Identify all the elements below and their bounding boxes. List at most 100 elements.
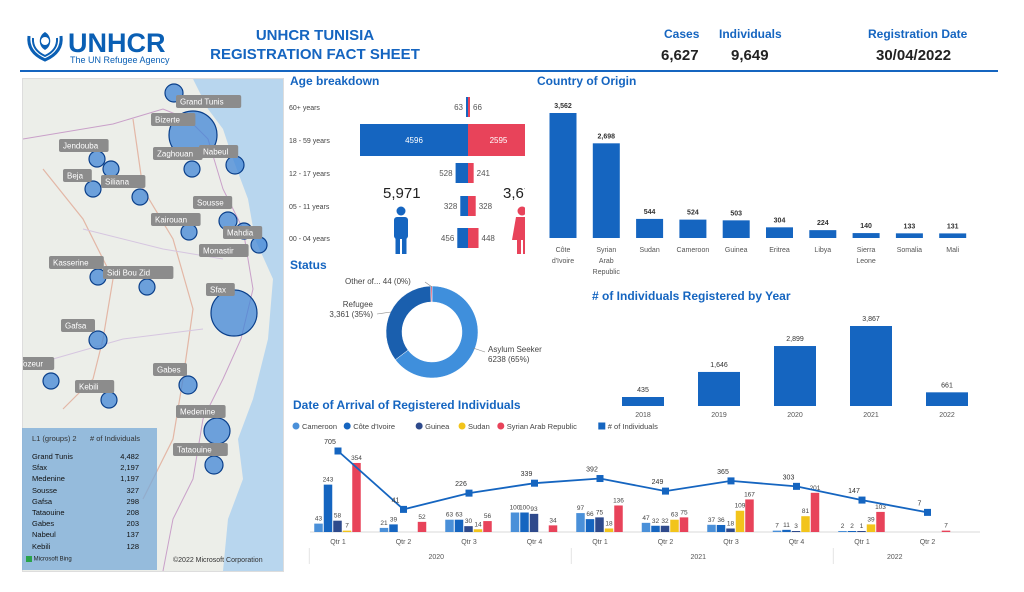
year-bar-0 bbox=[622, 397, 664, 406]
map-label-15: Tozeur bbox=[23, 360, 43, 369]
arrival-bar-value-7-4: 201 bbox=[810, 485, 821, 492]
coo-category-0-0: Côte bbox=[556, 247, 571, 254]
arrival-bar-value-1-0: 21 bbox=[380, 520, 388, 527]
age-male-value-2: 528 bbox=[439, 169, 453, 178]
cases-value: 6,627 bbox=[661, 47, 699, 64]
map-bubble-15 bbox=[42, 372, 60, 390]
coo-category-5-0: Eritrea bbox=[769, 247, 790, 254]
tunisia-map[interactable]: Grand Tunis Bizerte Jendouba Zaghouan Nabeul… bbox=[22, 78, 284, 572]
map-label-bg-7 bbox=[193, 196, 233, 209]
arrival-line-value-3: 339 bbox=[521, 471, 533, 478]
arrival-bar-value-8-1: 2 bbox=[850, 523, 854, 530]
arrival-category-1: Qtr 2 bbox=[396, 539, 412, 546]
table-cell-value: 4,482 bbox=[120, 452, 139, 461]
arrival-category-0: Qtr 1 bbox=[330, 539, 346, 546]
coo-bar-7 bbox=[852, 233, 880, 238]
country-of-origin-chart[interactable]: 3,562 Côte d'Ivoire 2,698 Syrian Arab Republic… bbox=[530, 90, 1000, 285]
arrival-bar-value-0-4: 354 bbox=[351, 455, 362, 462]
coo-category-7-1: Leone bbox=[856, 258, 876, 265]
coo-bar-1 bbox=[592, 143, 620, 238]
year-value-2: 2,899 bbox=[786, 336, 804, 343]
arrival-bar-8-1 bbox=[847, 531, 857, 532]
age-breakdown-chart[interactable]: 60+ years 63 66 18 - 59 years 4596 2595 12 - 1… bbox=[285, 90, 525, 260]
arrival-bar-7-2 bbox=[791, 531, 801, 532]
age-breakdown-title: Age breakdown bbox=[290, 74, 380, 88]
arrival-bar-value-8-0: 2 bbox=[841, 523, 845, 530]
individuals-value: 9,649 bbox=[731, 47, 769, 64]
arrival-bar-value-0-0: 43 bbox=[315, 516, 323, 523]
arrival-bar-0-1 bbox=[323, 484, 333, 532]
coo-bar-2 bbox=[636, 218, 664, 238]
table-cell-region: Kebili bbox=[32, 541, 51, 551]
arrival-bar-value-6-3: 109 bbox=[735, 503, 746, 510]
arrival-bar-6-2 bbox=[726, 528, 735, 532]
map-label-bg-5 bbox=[63, 169, 92, 182]
age-group-label-4: 00 - 04 years bbox=[289, 236, 330, 243]
map-bubble-6 bbox=[131, 188, 149, 206]
map-bubble-18 bbox=[203, 417, 231, 445]
arrival-bar-9-4 bbox=[941, 530, 951, 532]
title-line-1: UNHCR TUNISIA bbox=[255, 27, 375, 44]
map-label-5: Beja bbox=[67, 172, 84, 181]
arrival-bar-value-5-1: 32 bbox=[652, 518, 660, 525]
coo-category-1-1: Arab bbox=[599, 258, 614, 265]
status-slice-2 bbox=[430, 285, 433, 303]
map-label-bg-15 bbox=[23, 357, 55, 370]
arrival-legend-marker-0 bbox=[292, 422, 300, 430]
map-label-2: Jendouba bbox=[63, 142, 99, 151]
arrival-bar-value-4-4: 136 bbox=[613, 497, 624, 504]
coo-category-1-0: Syrian bbox=[596, 247, 616, 254]
year-value-3: 3,867 bbox=[862, 316, 880, 323]
arrival-bar-value-2-3: 14 bbox=[474, 521, 482, 528]
individuals-label: Individuals bbox=[719, 27, 782, 41]
status-slice-1 bbox=[385, 285, 432, 361]
arrival-bar-value-7-0: 7 bbox=[775, 523, 779, 530]
year-category-3: 2021 bbox=[863, 412, 879, 419]
logo-text: UNHCR bbox=[68, 28, 166, 58]
map-label-bg-0 bbox=[176, 95, 242, 108]
arrival-category-7: Qtr 4 bbox=[789, 539, 805, 546]
map-label-14: Gafsa bbox=[65, 322, 87, 331]
map-label-bg-18 bbox=[176, 405, 226, 418]
year-category-0: 2018 bbox=[635, 412, 651, 419]
date-of-arrival-chart[interactable]: Cameroon Côte d'Ivoire Guinea Sudan Syrian A… bbox=[290, 416, 1002, 584]
coo-value-0: 3,562 bbox=[554, 103, 572, 110]
arrival-bar-value-2-4: 56 bbox=[484, 513, 492, 520]
age-female-value-0: 66 bbox=[473, 103, 482, 112]
individuals-by-year-chart[interactable]: 435 2018 1,646 2019 2,899 2020 3,867 2021 661 202… bbox=[600, 300, 990, 425]
age-female-bar-2 bbox=[468, 163, 474, 183]
arrival-bar-0-4 bbox=[352, 462, 361, 532]
map-label-3: Zaghouan bbox=[157, 150, 193, 159]
arrival-bar-value-7-3: 81 bbox=[802, 508, 810, 515]
arrival-bar-2-4 bbox=[483, 521, 492, 532]
arrival-category-9: Qtr 2 bbox=[920, 539, 936, 546]
arrival-line-point-8 bbox=[858, 496, 866, 504]
arrival-bar-4-4 bbox=[614, 505, 623, 532]
age-male-value-4: 456 bbox=[441, 234, 455, 243]
coo-category-8-0: Somalia bbox=[897, 247, 922, 254]
arrival-line-value-9: 7 bbox=[918, 500, 922, 507]
map-bubble-13 bbox=[210, 289, 258, 337]
arrival-bar-value-5-2: 32 bbox=[661, 518, 669, 525]
map-label-bg-3 bbox=[153, 147, 203, 160]
arrival-bar-8-3 bbox=[866, 524, 876, 532]
arrival-bar-7-1 bbox=[782, 529, 791, 532]
table-cell-value: 128 bbox=[126, 541, 139, 551]
arrival-bar-5-4 bbox=[679, 517, 689, 532]
age-female-value-4: 448 bbox=[482, 234, 496, 243]
table-cell-region: Gabes bbox=[32, 519, 55, 529]
arrival-bar-3-2 bbox=[529, 513, 539, 532]
coo-value-2: 544 bbox=[644, 209, 656, 216]
age-group-label-3: 05 - 11 years bbox=[289, 204, 330, 211]
arrival-legend-marker-5 bbox=[598, 422, 606, 430]
coo-category-3-0: Cameroon bbox=[677, 247, 710, 254]
table-row: Medenine 1,197 bbox=[32, 474, 147, 485]
arrival-legend-label-1: Côte d'Ivoire bbox=[353, 422, 395, 431]
arrival-bar-value-0-1: 243 bbox=[323, 477, 334, 484]
arrival-category-4: Qtr 1 bbox=[592, 539, 608, 546]
table-header: L1 (groups) 2 # of Individuals bbox=[32, 434, 147, 445]
arrival-line-point-7 bbox=[793, 482, 800, 490]
arrival-line-point-5 bbox=[662, 487, 669, 495]
arrival-year-1: 2021 bbox=[690, 554, 706, 561]
